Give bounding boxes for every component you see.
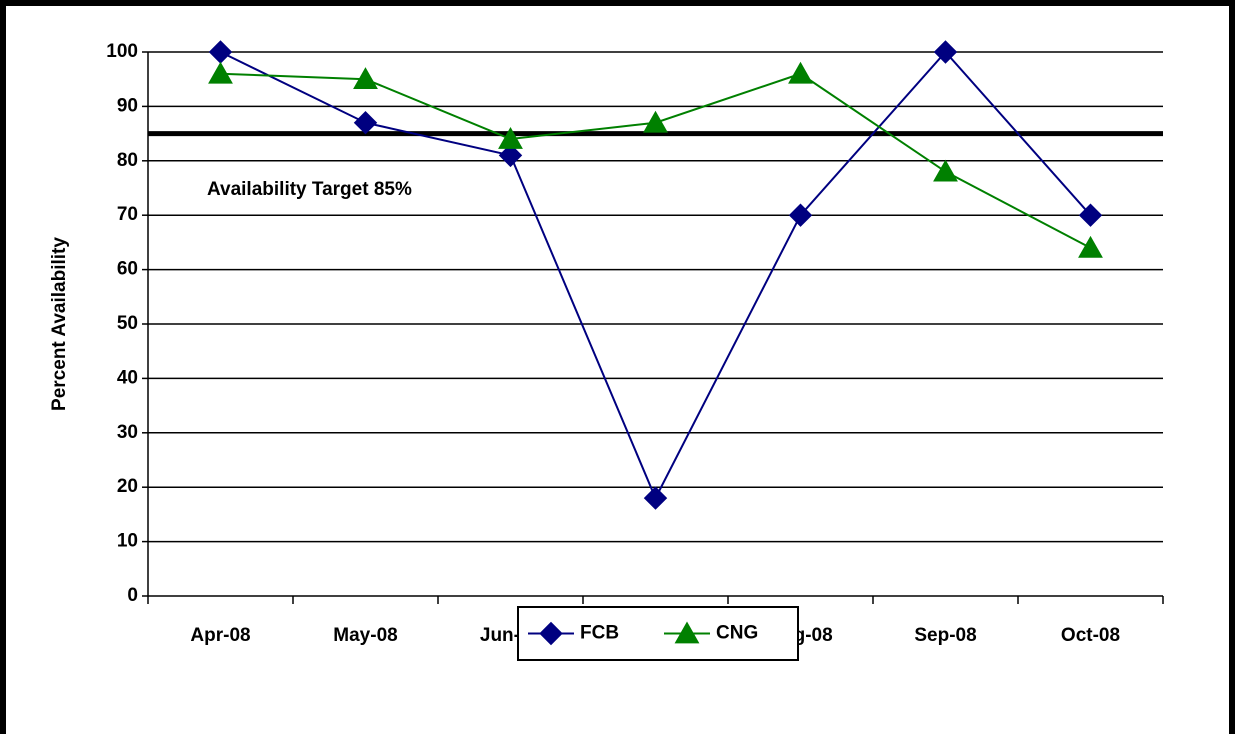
diamond-marker [353,111,378,135]
diamond-marker [933,40,958,64]
y-tick-label: 20 [117,476,138,497]
x-tick-label: Apr-08 [190,625,250,646]
y-tick-label: 50 [117,313,138,334]
y-axis-label: Percent Availability [49,237,70,411]
triangle-marker [353,67,378,90]
x-tick-label: May-08 [333,625,397,646]
y-tick-label: 100 [106,41,138,62]
diamond-marker [643,486,668,510]
target-label: Availability Target 85% [207,179,412,200]
triangle-marker [788,61,813,84]
y-tick-label: 10 [117,531,138,552]
y-tick-label: 40 [117,367,138,388]
y-tick-label: 30 [117,422,138,443]
x-tick-label: Sep-08 [914,625,976,646]
y-tick-label: 90 [117,95,138,116]
x-tick-label: Oct-08 [1061,625,1120,646]
y-tick-label: 0 [127,585,138,606]
y-tick-label: 80 [117,150,138,171]
legend-marker [674,621,700,644]
y-tick-label: 70 [117,204,138,225]
legend-marker [539,621,563,646]
triangle-marker [933,159,958,182]
triangle-marker [1078,235,1103,258]
diamond-marker [1078,203,1103,227]
diamond-marker [498,143,523,168]
legend-label: CNG [716,623,758,644]
legend-label: FCB [580,623,619,644]
y-tick-label: 60 [117,259,138,280]
diamond-marker [788,203,813,227]
triangle-marker [498,127,523,149]
triangle-marker [643,110,668,133]
triangle-marker [208,61,233,84]
